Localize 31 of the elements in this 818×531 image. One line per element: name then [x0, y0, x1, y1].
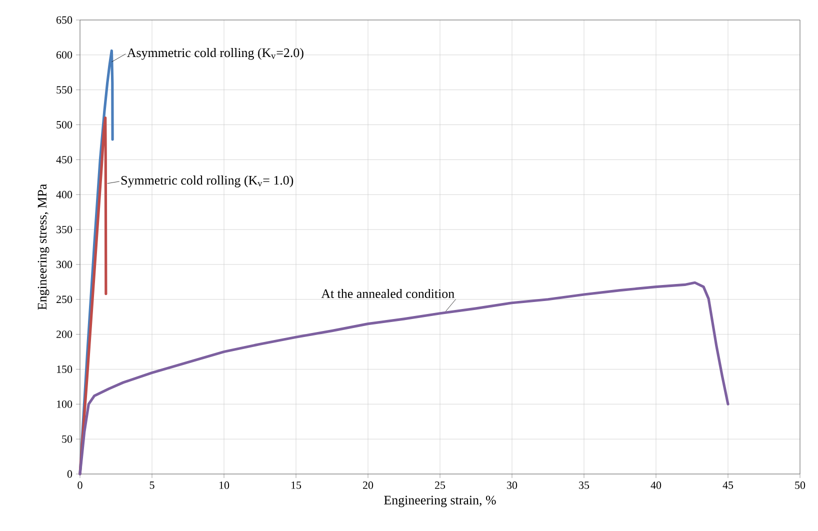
- y-tick-label: 550: [56, 86, 72, 94]
- annotation: At the annealed condition: [321, 288, 454, 298]
- x-tick-label: 20: [363, 482, 374, 489]
- y-tick-label: 500: [56, 121, 72, 128]
- x-tick-label: 10: [219, 482, 230, 489]
- y-tick-label: 650: [56, 16, 72, 24]
- x-tick-label: 45: [722, 482, 734, 489]
- y-tick-label: 600: [56, 51, 72, 59]
- y-tick-label: 100: [57, 400, 72, 408]
- y-tick-label: 450: [56, 156, 72, 164]
- y-tick-label: 400: [56, 190, 72, 198]
- x-tick-label: 35: [579, 482, 590, 489]
- x-tick-label: 25: [435, 482, 446, 489]
- x-tick-label: 50: [795, 482, 806, 489]
- annotation: Symmetric cold rolling (K$_{v}$= 1.0): [121, 176, 294, 188]
- y-tick-label: 50: [62, 435, 72, 443]
- x-tick-label: 40: [650, 482, 662, 489]
- y-tick-label: 200: [56, 330, 72, 338]
- x-tick-label: 0: [78, 482, 82, 489]
- y-tick-label: 250: [56, 296, 72, 304]
- y-axis-title: Engineering stress, MPa: [38, 184, 50, 310]
- x-tick-label: 30: [507, 482, 518, 489]
- x-tick-label: 5: [150, 482, 154, 489]
- annotation: Asymmetric cold rolling (K$_{v}$=2.0): [127, 48, 304, 60]
- y-tick-label: 0: [67, 470, 72, 478]
- x-axis-title: Engineering strain, %: [384, 496, 496, 508]
- line-series: [78, 116, 108, 476]
- x-tick-label: 15: [291, 482, 302, 489]
- y-tick-label: 350: [56, 226, 72, 234]
- y-tick-label: 300: [56, 260, 72, 268]
- y-tick-label: 150: [57, 366, 72, 373]
